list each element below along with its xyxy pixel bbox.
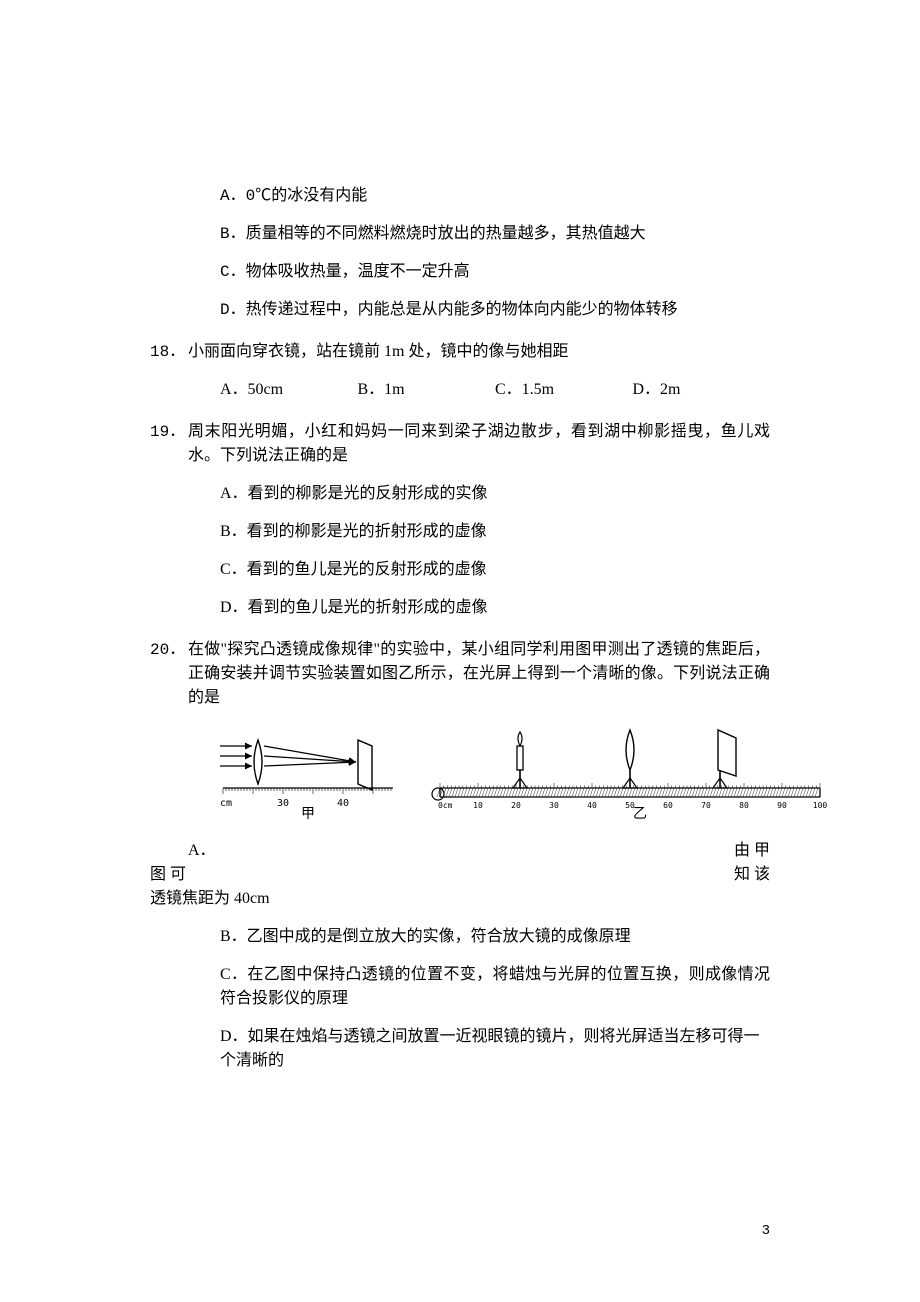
question-text: 小丽面向穿衣镜，站在镜前 1m 处，镜中的像与她相距	[188, 340, 770, 364]
svg-text:40: 40	[587, 801, 597, 810]
svg-text:80: 80	[739, 801, 749, 810]
question-text: 在做"探究凸透镜成像规律"的实验中，某小组同学利用图甲测出了透镜的焦距后，正确安…	[188, 638, 770, 710]
q19-option-b: B．看到的柳影是光的折射形成的虚像	[150, 520, 770, 544]
option-text: D．热传递过程中，内能总是从内能多的物体向内能少的物体转移	[220, 301, 678, 319]
q18-option-a: A．50cm	[220, 378, 358, 402]
question-text: 周末阳光明媚，小红和妈妈一同来到梁子湖边散步，看到湖中柳影摇曳，鱼儿戏水。下列说…	[188, 420, 770, 468]
option-text: C．在乙图中保持凸透镜的位置不变，将蜡烛与光屏的位置互换，则成像情况符合投影仪的…	[220, 966, 770, 1007]
svg-text:40: 40	[337, 798, 349, 809]
q18-option-c: C．1.5m	[495, 378, 633, 402]
svg-text:10: 10	[473, 801, 483, 810]
question-number: 18．	[150, 340, 188, 364]
option-text: 知 该	[734, 863, 770, 887]
page-number: 3	[762, 1221, 770, 1242]
figure-jia-svg: cm 30 40 甲	[218, 718, 398, 828]
svg-text:0cm: 0cm	[438, 801, 453, 810]
option-text: D．如果在烛焰与透镜之间放置一近视眼镜的镜片，则将光屏适当左移可得一个清晰的	[220, 1028, 760, 1069]
option-text: 图 可	[150, 863, 186, 887]
svg-text:90: 90	[777, 801, 787, 810]
svg-text:70: 70	[701, 801, 711, 810]
svg-text:100: 100	[813, 801, 828, 810]
q19-stem: 19． 周末阳光明媚，小红和妈妈一同来到梁子湖边散步，看到湖中柳影摇曳，鱼儿戏水…	[150, 420, 770, 468]
figure-yi: 0cm102030405060708090100乙	[430, 718, 830, 828]
q20-figures: cm3040甲 0cm102030405060708090100乙	[150, 718, 770, 843]
svg-text:乙: 乙	[633, 806, 647, 822]
q18-options: A．50cm B．1m C．1.5m D．2m	[150, 378, 770, 402]
question-number: 19．	[150, 420, 188, 468]
q17-option-a: A．0℃的冰没有内能	[150, 184, 770, 208]
svg-text:30: 30	[277, 798, 289, 809]
option-text: B．看到的柳影是光的折射形成的虚像	[220, 523, 487, 540]
page: A．0℃的冰没有内能 B．质量相等的不同燃料燃烧时放出的热量越多，其热值越大 C…	[0, 0, 920, 1302]
q17-option-c: C．物体吸收热量，温度不一定升高	[150, 260, 770, 284]
option-text: B．质量相等的不同燃料燃烧时放出的热量越多，其热值越大	[220, 225, 646, 243]
q19-option-d: D．看到的鱼儿是光的折射形成的虚像	[150, 596, 770, 620]
svg-text:60: 60	[663, 801, 673, 810]
q20-option-a-line3: 透镜焦距为 40cm	[150, 887, 770, 911]
q17-option-d: D．热传递过程中，内能总是从内能多的物体向内能少的物体转移	[150, 298, 770, 322]
q17-option-b: B．质量相等的不同燃料燃烧时放出的热量越多，其热值越大	[150, 222, 770, 246]
svg-text:cm: cm	[220, 798, 232, 809]
q20-option-d: D．如果在烛焰与透镜之间放置一近视眼镜的镜片，则将光屏适当左移可得一个清晰的	[150, 1025, 770, 1073]
option-text: A．0℃的冰没有内能	[220, 187, 367, 205]
option-text: D．看到的鱼儿是光的折射形成的虚像	[220, 599, 488, 616]
q20-option-b: B．乙图中成的是倒立放大的实像，符合放大镜的成像原理	[150, 925, 770, 949]
q20-stem: 20． 在做"探究凸透镜成像规律"的实验中，某小组同学利用图甲测出了透镜的焦距后…	[150, 638, 770, 710]
svg-text:30: 30	[549, 801, 559, 810]
q18-stem: 18． 小丽面向穿衣镜，站在镜前 1m 处，镜中的像与她相距	[150, 340, 770, 364]
figure-yi-svg: 0cm102030405060708090100乙	[430, 718, 830, 828]
q18-option-d: D．2m	[633, 378, 771, 402]
question-number: 20．	[150, 638, 188, 710]
q20-option-a-line2: 图 可 知 该	[150, 863, 770, 887]
svg-text:甲: 甲	[301, 807, 315, 822]
option-text: C．看到的鱼儿是光的反射形成的虚像	[220, 561, 487, 578]
figure-jia: cm 30 40 甲	[218, 718, 398, 828]
q18-option-b: B．1m	[358, 378, 496, 402]
option-text: B．乙图中成的是倒立放大的实像，符合放大镜的成像原理	[220, 928, 631, 945]
option-text: A．看到的柳影是光的反射形成的实像	[220, 485, 488, 502]
q20-option-c: C．在乙图中保持凸透镜的位置不变，将蜡烛与光屏的位置互换，则成像情况符合投影仪的…	[150, 963, 770, 1011]
q19-option-c: C．看到的鱼儿是光的反射形成的虚像	[150, 558, 770, 582]
q19-option-a: A．看到的柳影是光的反射形成的实像	[150, 482, 770, 506]
option-text: C．物体吸收热量，温度不一定升高	[220, 263, 470, 281]
svg-text:20: 20	[511, 801, 521, 810]
